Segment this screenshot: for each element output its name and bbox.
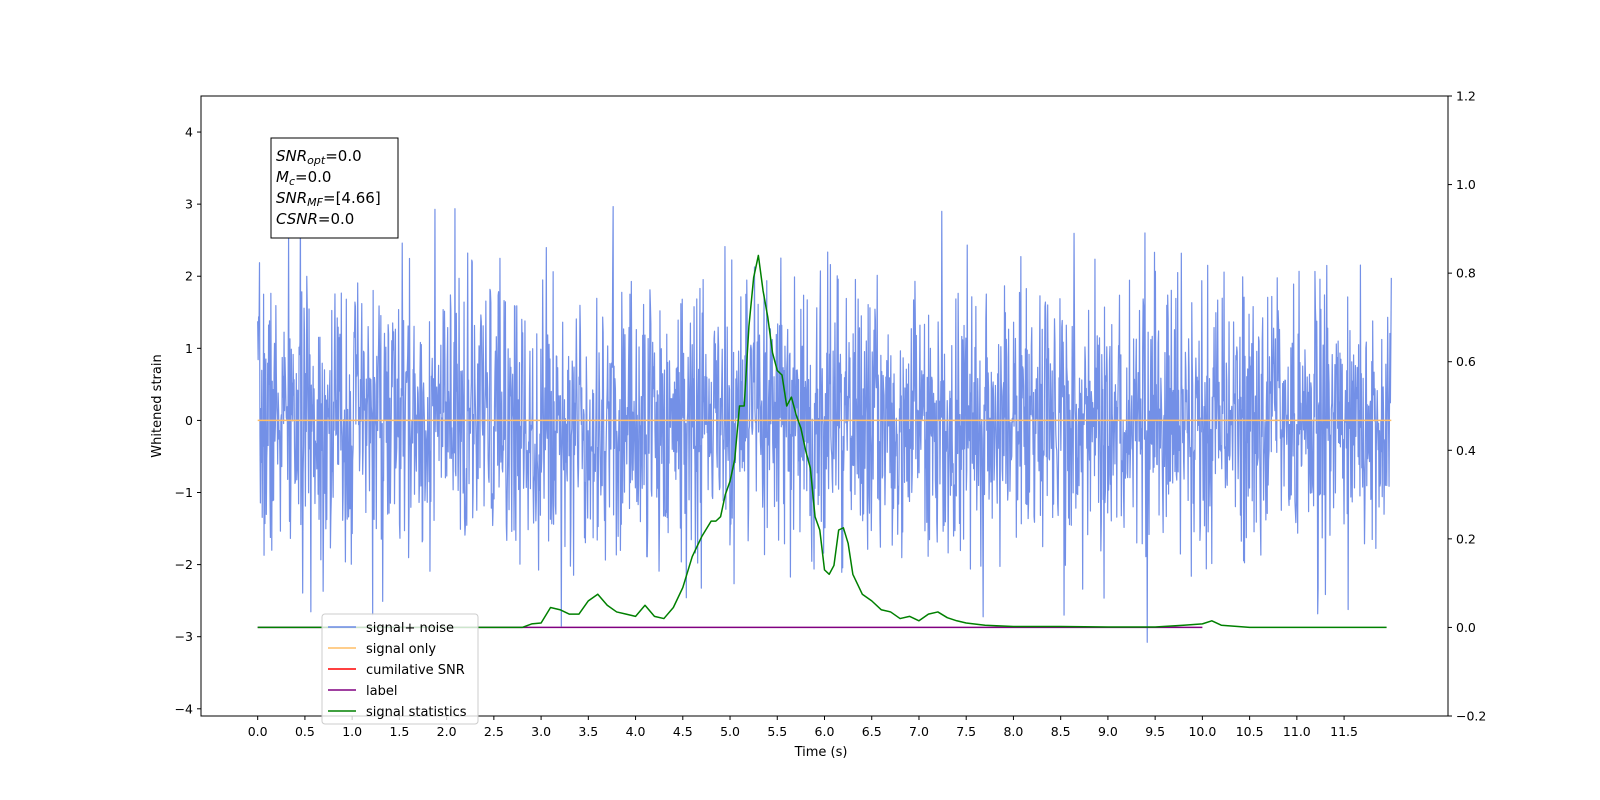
y-tick-label: 1: [185, 341, 193, 356]
y2-tick-label: 1.2: [1456, 89, 1476, 104]
y-tick-label: −3: [175, 629, 193, 644]
x-tick-label: 6.5: [862, 724, 882, 739]
x-tick-label: 1.0: [342, 724, 362, 739]
x-tick-label: 11.5: [1330, 724, 1358, 739]
x-tick-label: 3.5: [578, 724, 598, 739]
x-tick-label: 0.5: [295, 724, 315, 739]
annotation-frame: [270, 137, 399, 239]
x-tick-label: 0.0: [248, 724, 268, 739]
y2-axis-ticks: −0.2 0.0 0.2 0.4 0.6 0.8 1.0 1.2: [1448, 89, 1486, 724]
y2-tick-label: −0.2: [1456, 709, 1486, 724]
y-tick-label: 0: [185, 413, 193, 428]
legend-label: signal+ noise: [366, 621, 454, 636]
series-signal-statistics-line: [257, 254, 1387, 629]
x-tick-label: 2.0: [437, 724, 457, 739]
x-tick-label: 3.0: [531, 724, 551, 739]
y-tick-label: −4: [175, 701, 193, 716]
x-tick-label: 11.0: [1283, 724, 1311, 739]
annotation-line: CSNR=0.0: [276, 210, 354, 228]
x-tick-label: 8.5: [1051, 724, 1071, 739]
x-tick-label: 10.5: [1236, 724, 1264, 739]
y-tick-label: −2: [175, 557, 193, 572]
x-tick-label: 9.5: [1145, 724, 1165, 739]
legend-label: signal only: [366, 642, 436, 657]
y2-tick-label: 0.4: [1456, 443, 1476, 458]
legend-label: signal statistics: [366, 705, 467, 720]
legend-label: cumilative SNR: [366, 663, 465, 678]
x-tick-label: 7.5: [956, 724, 976, 739]
legend-label: label: [366, 684, 397, 699]
x-axis-ticks: 0.0 0.5 1.0 1.5 2.0 2.5 3.0 3.5 4.0 4.5 5.0 5.5 6.0 6…: [248, 716, 1358, 739]
x-tick-label: 7.0: [909, 724, 929, 739]
y2-tick-label: 0.6: [1456, 354, 1476, 369]
y-tick-label: 3: [185, 197, 193, 212]
y-axis-label: Whitened strain: [150, 354, 165, 457]
annotation-line: SNRMF=[4.66]: [276, 189, 381, 209]
series-signal-noise-line: [257, 206, 1392, 643]
x-tick-label: 4.5: [673, 724, 693, 739]
x-tick-label: 9.0: [1098, 724, 1118, 739]
y2-tick-label: 0.2: [1456, 531, 1476, 546]
annotation-line: Mc=0.0: [276, 168, 331, 188]
legend-frame: [321, 613, 479, 725]
legend: signal+ noise signal only cumilative SNR la…: [321, 613, 479, 725]
y2-tick-label: 0.8: [1456, 266, 1476, 281]
x-tick-label: 8.0: [1003, 724, 1023, 739]
x-tick-label: 5.0: [720, 724, 740, 739]
y-axis-ticks: −4 −3 −2 −1 0 1 2 3 4: [175, 125, 201, 716]
x-axis-label: Time (s): [794, 745, 848, 760]
x-tick-label: 6.0: [815, 724, 835, 739]
x-tick-label: 2.5: [484, 724, 504, 739]
y2-tick-label: 1.0: [1456, 177, 1476, 192]
x-tick-label: 5.5: [767, 724, 787, 739]
annotation-line: SNRopt=0.0: [276, 147, 362, 167]
y-tick-label: −1: [175, 485, 193, 500]
y-tick-label: 4: [185, 125, 193, 140]
x-tick-label: 1.5: [389, 724, 409, 739]
y-tick-label: 2: [185, 269, 193, 284]
y2-tick-label: 0.0: [1456, 620, 1476, 635]
x-tick-label: 4.0: [626, 724, 646, 739]
x-tick-label: 10.0: [1188, 724, 1216, 739]
